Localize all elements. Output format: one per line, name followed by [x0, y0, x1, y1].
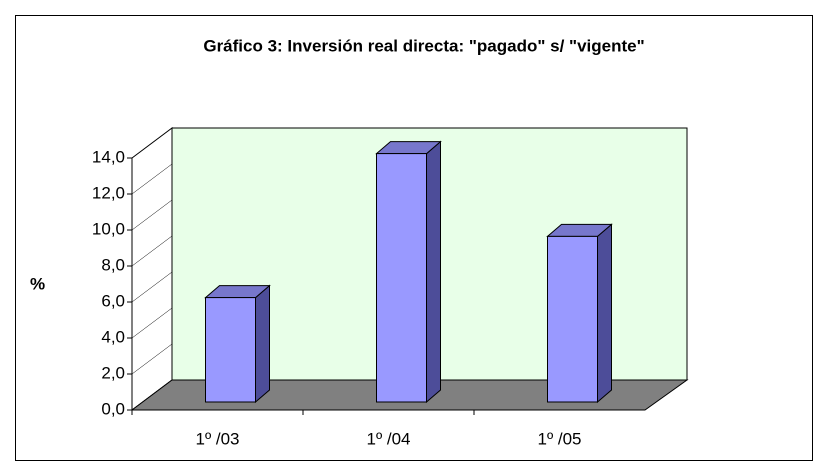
y-tick-label: 4,0 — [101, 327, 125, 346]
y-tick-label: 0,0 — [101, 399, 125, 418]
y-tick-label: 2,0 — [101, 363, 125, 382]
y-tick-label: 14,0 — [92, 147, 125, 166]
side-grid — [131, 199, 173, 231]
y-tick-label: 6,0 — [101, 291, 125, 310]
x-tick-label: 1º /05 — [537, 429, 581, 448]
y-tick-label: 10,0 — [92, 219, 125, 238]
bar — [547, 235, 598, 403]
side-wall — [131, 127, 173, 411]
bar — [376, 153, 427, 403]
side-grid — [131, 307, 173, 339]
side-grid — [131, 379, 173, 411]
side-grid — [131, 235, 173, 267]
side-grid — [131, 163, 173, 195]
bar-side — [597, 223, 612, 404]
x-tick-label: 1º /03 — [195, 429, 239, 448]
chart-title: Gráfico 3: Inversión real directa: "paga… — [203, 36, 644, 55]
x-tick-label: 1º /04 — [366, 429, 410, 448]
side-grid — [131, 271, 173, 303]
y-tick-label: 8,0 — [101, 255, 125, 274]
bar — [205, 297, 256, 403]
side-grid — [131, 127, 173, 159]
bar-side — [426, 140, 441, 404]
y-axis-label: % — [30, 274, 45, 293]
side-grid — [131, 343, 173, 375]
bar-side — [255, 284, 270, 404]
y-tick-label: 12,0 — [92, 183, 125, 202]
